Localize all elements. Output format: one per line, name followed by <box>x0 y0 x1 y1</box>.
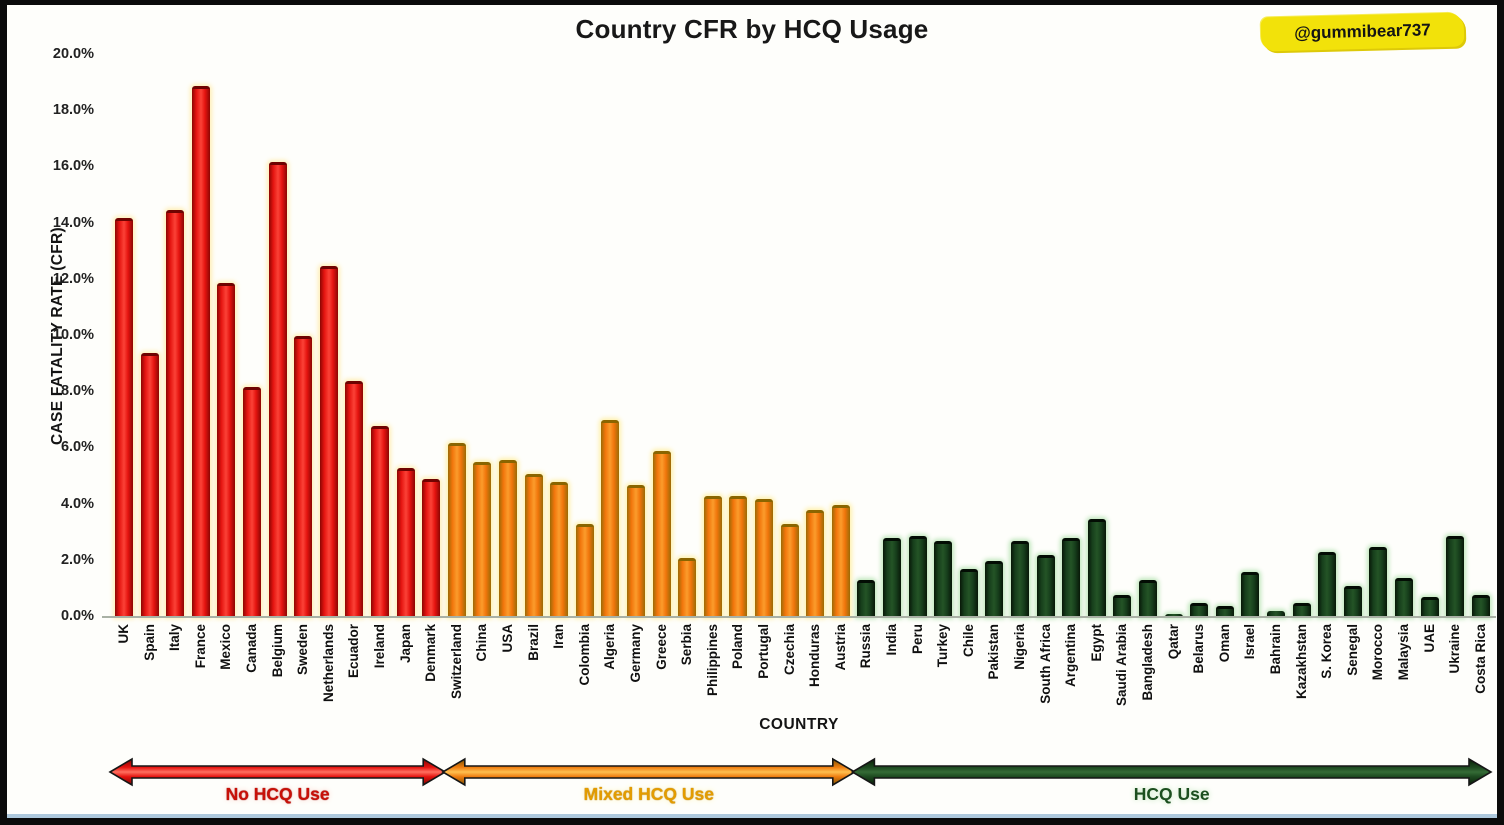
bar-china <box>473 462 492 617</box>
bar-poland <box>729 496 748 617</box>
bar-morocco <box>1369 546 1388 617</box>
bar-saudi-arabia <box>1113 594 1132 617</box>
bar-india <box>883 538 901 617</box>
bar-peru <box>908 535 927 617</box>
bar-israel <box>1241 572 1260 617</box>
bar-uk <box>115 217 133 617</box>
bar-costa-rica <box>1471 594 1490 617</box>
bar-serbia <box>678 557 697 617</box>
bar-germany <box>627 484 645 617</box>
bar-honduras <box>806 510 825 617</box>
bar-senegal <box>1343 586 1362 617</box>
bar-iran <box>550 482 569 617</box>
bar-philippines <box>703 496 722 617</box>
bar-qatar <box>1164 614 1183 617</box>
bar-colombia <box>575 524 594 617</box>
bar-s-korea <box>1318 552 1337 617</box>
y-tick-8.0%: 8.0% <box>60 383 94 400</box>
bar-malaysia <box>1395 577 1413 617</box>
bar-italy <box>166 209 185 617</box>
arrow-no-hcq-use <box>108 757 447 787</box>
y-tick-14.0%: 14.0% <box>52 214 94 231</box>
bar-nigeria <box>1011 541 1029 617</box>
bar-bangladesh <box>1139 580 1157 617</box>
bar-uae <box>1420 597 1439 617</box>
bar-canada <box>243 386 261 617</box>
bar-netherlands <box>319 265 338 617</box>
bar-south-africa <box>1036 555 1055 617</box>
y-tick-6.0%: 6.0% <box>60 439 94 456</box>
y-tick-0.0%: 0.0% <box>60 608 94 624</box>
arrow-hcq-use <box>850 757 1493 787</box>
chart-title: Country CFR by HCQ Usage <box>575 14 929 44</box>
bar-egypt <box>1087 518 1106 617</box>
bar-chile <box>959 569 978 617</box>
bar-belarus <box>1190 602 1209 617</box>
bar-czechia <box>780 524 799 617</box>
y-tick-2.0%: 2.0% <box>60 551 94 568</box>
bar-russia <box>857 580 876 617</box>
bar-pakistan <box>985 560 1004 617</box>
x-axis-line <box>102 616 1496 618</box>
bar-switzerland <box>447 442 466 617</box>
bar-belgium <box>268 161 287 617</box>
y-tick-4.0%: 4.0% <box>60 495 94 512</box>
watermark-text: @gummibear737 <box>1293 20 1431 43</box>
bar-france <box>191 85 210 617</box>
bar-greece <box>652 451 671 617</box>
y-tick-10.0%: 10.0% <box>52 327 94 343</box>
legend-mixed-hcq-use: Mixed HCQ Use <box>583 784 714 804</box>
y-tick-18.0%: 18.0% <box>52 102 94 119</box>
bar-japan <box>396 468 415 617</box>
bar-austria <box>831 504 850 617</box>
bar-ecuador <box>345 380 364 617</box>
bar-ukraine <box>1446 535 1465 617</box>
bar-mexico <box>217 282 236 617</box>
bar-sweden <box>294 336 313 617</box>
bar-turkey <box>934 541 953 617</box>
hcq-group-arrows <box>108 757 1493 787</box>
y-tick-12.0%: 12.0% <box>52 270 94 287</box>
legend-no-hcq-use: No HCQ Use <box>225 784 330 804</box>
bar-bahrain <box>1267 611 1285 617</box>
bar-brazil <box>524 473 543 617</box>
x-axis-title: COUNTRY <box>759 716 839 733</box>
y-tick-20.0%: 20.0% <box>52 46 94 62</box>
bar-denmark <box>422 479 441 617</box>
bar-oman <box>1215 605 1234 617</box>
bar-spain <box>140 352 159 617</box>
watermark-badge: @gummibear737 <box>1260 12 1465 52</box>
bar-usa <box>499 459 517 617</box>
bar-kazakhstan <box>1292 602 1311 617</box>
bar-ireland <box>371 425 389 617</box>
bottom-divider-line <box>7 814 1497 818</box>
y-tick-16.0%: 16.0% <box>52 158 94 175</box>
bar-argentina <box>1062 538 1081 617</box>
legend-hcq-use: HCQ Use <box>1133 784 1210 804</box>
arrow-mixed-hcq-use <box>441 757 857 787</box>
bar-portugal <box>755 498 773 617</box>
bar-algeria <box>601 420 620 617</box>
